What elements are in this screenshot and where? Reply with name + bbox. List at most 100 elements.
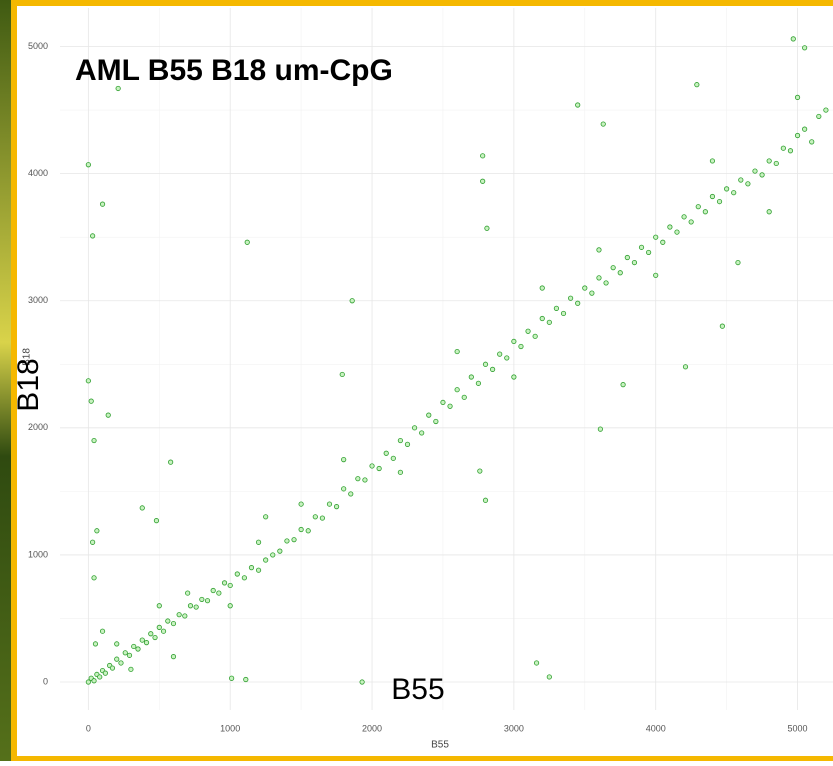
point (140, 638, 144, 642)
point (127, 653, 131, 657)
point (92, 679, 96, 683)
point (540, 286, 544, 290)
point (217, 591, 221, 595)
point (123, 651, 127, 655)
point (245, 240, 249, 244)
point (683, 365, 687, 369)
point (115, 642, 119, 646)
point (271, 553, 275, 557)
point (441, 400, 445, 404)
point (136, 647, 140, 651)
point (480, 154, 484, 158)
point (568, 296, 572, 300)
point (710, 194, 714, 198)
point (791, 37, 795, 41)
point (824, 108, 828, 112)
point (93, 642, 97, 646)
point (263, 515, 267, 519)
point (228, 604, 232, 608)
point (632, 260, 636, 264)
x-axis-title: B55 (431, 740, 449, 751)
point (119, 661, 123, 665)
point (455, 388, 459, 392)
point (341, 487, 345, 491)
x-tick-label: 0 (86, 723, 91, 733)
point (795, 133, 799, 137)
point (89, 399, 93, 403)
point (448, 404, 452, 408)
screenshot: 0100020003000400050000100020003000400050… (0, 0, 833, 761)
point (194, 605, 198, 609)
point (478, 469, 482, 473)
y-tick-label: 2000 (28, 422, 48, 432)
point (746, 182, 750, 186)
point (110, 666, 114, 670)
point (405, 442, 409, 446)
point (795, 95, 799, 99)
point (419, 431, 423, 435)
point (753, 169, 757, 173)
point (540, 316, 544, 320)
point (106, 413, 110, 417)
point (244, 677, 248, 681)
point (675, 230, 679, 234)
frame (14, 3, 833, 759)
y-tick-label: 1000 (28, 549, 48, 559)
point (140, 506, 144, 510)
point (129, 667, 133, 671)
point (483, 498, 487, 502)
point (90, 234, 94, 238)
y-tick-label: 3000 (28, 295, 48, 305)
point (703, 210, 707, 214)
point (767, 159, 771, 163)
point (533, 334, 537, 338)
point (341, 457, 345, 461)
point (476, 381, 480, 385)
point (144, 640, 148, 644)
point (618, 271, 622, 275)
point (115, 657, 119, 661)
point (604, 281, 608, 285)
point (598, 427, 602, 431)
chart-title: AML B55 B18 um-CpG (75, 54, 393, 87)
point (575, 301, 579, 305)
point (398, 470, 402, 474)
point (590, 291, 594, 295)
y-tick-label: 5000 (28, 41, 48, 51)
point (256, 540, 260, 544)
point (788, 149, 792, 153)
point (739, 178, 743, 182)
point (263, 558, 267, 562)
point (534, 661, 538, 665)
point (774, 161, 778, 165)
point (639, 245, 643, 249)
point (412, 426, 416, 430)
point (92, 576, 96, 580)
point (668, 225, 672, 229)
x-tick-label: 3000 (504, 723, 524, 733)
overlay-label: B55 (391, 673, 444, 706)
point (554, 306, 558, 310)
point (86, 680, 90, 684)
point (654, 273, 658, 277)
point (211, 588, 215, 592)
point (736, 260, 740, 264)
point (434, 419, 438, 423)
point (95, 529, 99, 533)
point (519, 344, 523, 348)
point (161, 629, 165, 633)
point (781, 146, 785, 150)
point (682, 215, 686, 219)
point (100, 202, 104, 206)
point (427, 413, 431, 417)
point (356, 476, 360, 480)
point (200, 597, 204, 601)
point (601, 122, 605, 126)
point (455, 349, 459, 353)
point (313, 515, 317, 519)
point (621, 382, 625, 386)
point (292, 537, 296, 541)
point (235, 572, 239, 576)
point (205, 598, 209, 602)
point (153, 635, 157, 639)
